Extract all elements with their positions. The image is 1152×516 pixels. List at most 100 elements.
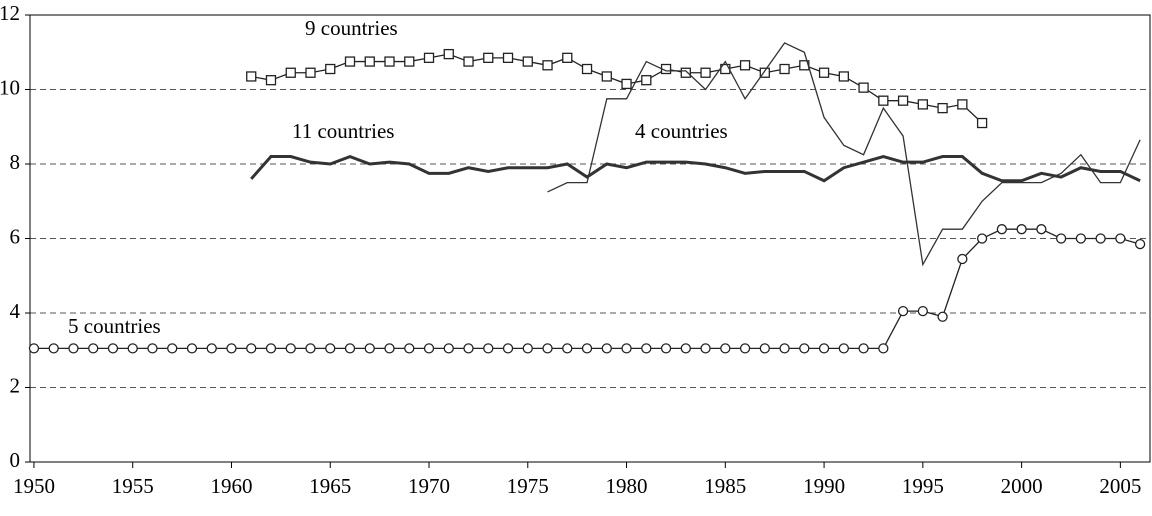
circle-marker	[1055, 233, 1067, 244]
circle-marker	[779, 343, 790, 354]
circle-marker	[107, 343, 119, 354]
square-marker	[917, 99, 928, 110]
square-marker	[265, 75, 277, 86]
circle-marker	[423, 343, 435, 354]
circle-marker	[759, 343, 770, 354]
circle-marker	[878, 343, 889, 354]
circle-marker	[463, 343, 474, 354]
x-tick-label: 1950	[13, 474, 55, 498]
y-tick-label: 6	[10, 224, 21, 248]
square-marker	[246, 71, 257, 82]
circle-marker	[917, 305, 928, 317]
circle-marker	[838, 343, 849, 354]
series-label: 5 countries	[68, 314, 161, 338]
circle-marker	[897, 305, 909, 317]
y-tick-label: 12	[0, 1, 20, 25]
circle-marker	[325, 343, 336, 354]
circle-marker	[206, 343, 217, 354]
circle-marker	[976, 233, 988, 244]
square-marker	[344, 56, 356, 67]
x-tick-label: 1970	[408, 474, 450, 498]
circle-marker	[581, 343, 593, 354]
square-marker	[680, 67, 691, 78]
circle-marker	[364, 343, 375, 354]
circle-marker	[443, 343, 454, 354]
square-marker	[522, 56, 533, 67]
y-tick-label: 8	[10, 150, 21, 174]
square-marker	[818, 67, 830, 78]
circle-marker	[996, 224, 1008, 235]
circle-marker	[522, 343, 533, 354]
square-marker	[305, 67, 316, 78]
circle-marker	[48, 343, 59, 354]
x-tick-label: 1955	[112, 474, 154, 498]
circle-marker	[601, 343, 612, 354]
circle-marker	[621, 343, 632, 354]
circle-marker	[68, 343, 79, 354]
x-tick-label: 1975	[507, 474, 549, 498]
square-marker	[443, 48, 454, 60]
square-marker	[878, 95, 889, 106]
circle-marker	[1036, 224, 1047, 235]
y-tick-label: 0	[10, 448, 21, 472]
x-tick-label: 1960	[210, 474, 252, 498]
square-marker	[364, 56, 375, 67]
square-marker	[779, 63, 790, 75]
circle-marker	[739, 343, 751, 354]
square-marker	[976, 117, 988, 129]
circle-marker	[542, 343, 553, 354]
circle-marker	[1134, 238, 1146, 250]
circle-marker	[147, 343, 158, 354]
series-label: 4 countries	[635, 119, 728, 143]
circle-marker	[226, 343, 237, 354]
circle-marker	[562, 343, 573, 354]
circle-marker	[818, 343, 830, 354]
circle-marker	[680, 343, 691, 354]
circle-marker	[957, 253, 968, 265]
series-line	[251, 53, 983, 124]
square-marker	[739, 60, 751, 71]
circle-marker	[502, 343, 514, 354]
circle-marker	[1075, 233, 1087, 244]
square-marker	[423, 52, 435, 63]
series-line	[250, 154, 1141, 183]
circle-marker	[344, 343, 356, 354]
circle-marker	[1016, 224, 1027, 235]
square-marker	[502, 52, 514, 63]
circle-marker	[799, 343, 810, 354]
square-marker	[581, 63, 593, 75]
square-marker	[937, 102, 948, 114]
series-label: 11 countries	[292, 119, 394, 143]
circle-marker	[167, 343, 178, 354]
circle-marker	[384, 343, 395, 354]
circle-marker	[88, 343, 99, 354]
circle-marker	[404, 343, 415, 354]
x-tick-label: 2000	[1001, 474, 1043, 498]
circle-marker	[186, 343, 198, 354]
circle-marker	[858, 343, 869, 354]
plot-frame	[29, 14, 1151, 463]
square-marker	[700, 67, 711, 78]
square-marker	[562, 52, 573, 63]
y-tick-label: 4	[10, 299, 21, 323]
x-tick-label: 1980	[606, 474, 648, 498]
series-line	[33, 228, 1141, 350]
circle-marker	[265, 343, 277, 354]
square-marker	[957, 99, 968, 110]
square-marker	[483, 52, 494, 63]
x-tick-label: 1965	[309, 474, 351, 498]
circle-marker	[305, 343, 316, 354]
y-tick-label: 10	[0, 75, 20, 99]
x-tick-label: 2005	[1099, 474, 1141, 498]
circle-marker	[937, 311, 948, 322]
x-tick-label: 1990	[803, 474, 845, 498]
square-marker	[285, 67, 296, 78]
y-tick-label: 2	[10, 373, 21, 397]
square-marker	[384, 56, 395, 67]
circle-marker	[28, 343, 40, 354]
square-marker	[404, 56, 415, 67]
circle-marker	[641, 343, 652, 354]
series-label: 9 countries	[305, 16, 398, 40]
square-marker	[601, 71, 612, 82]
